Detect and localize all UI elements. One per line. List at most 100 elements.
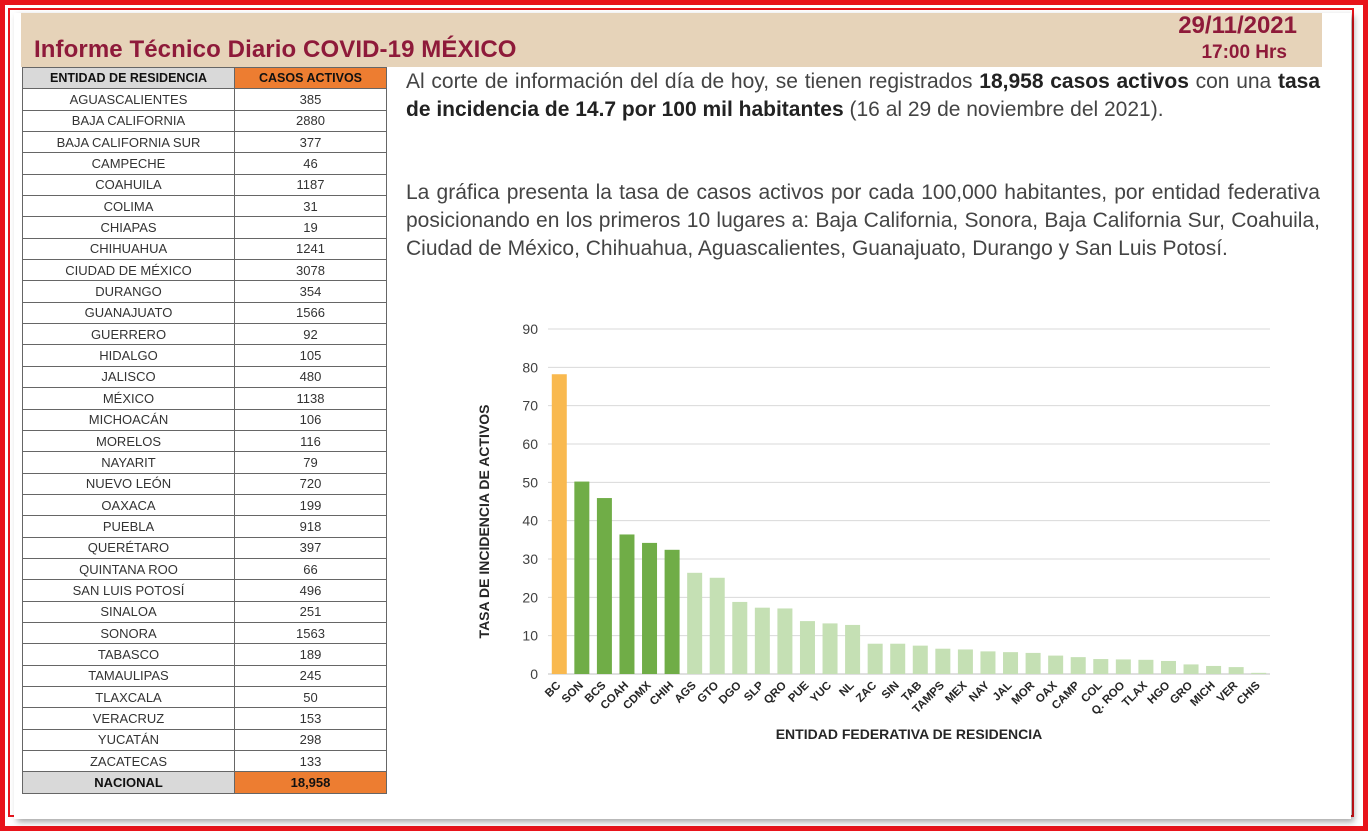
bar	[1025, 652, 1041, 674]
y-axis-label: TASA DE INCIDENCIA DE ACTIVOS	[476, 405, 492, 639]
x-tick-label: MEX	[943, 679, 969, 705]
summary-text: con una	[1188, 70, 1278, 93]
y-tick-label: 70	[522, 398, 538, 414]
incidence-bar-chart: 0102030405060708090BCSONBCSCOAHCDMXCHIHA…	[476, 321, 1270, 742]
summary-paragraph: Al corte de información del día de hoy, …	[406, 68, 1320, 124]
bar	[980, 651, 996, 674]
state-name: COLIMA	[22, 195, 235, 218]
bar	[822, 623, 838, 674]
table-row: NAYARIT 79	[22, 451, 387, 474]
state-name: VERACRUZ	[22, 707, 235, 730]
active-cases: 2880	[234, 109, 387, 133]
table-row: SAN LUIS POTOSÍ 496	[22, 579, 387, 602]
table-row: NUEVO LEÓN 720	[22, 472, 387, 495]
x-tick-label: YUC	[808, 680, 834, 706]
bar	[551, 374, 567, 674]
active-cases: 397	[234, 536, 387, 559]
state-name: QUERÉTARO	[22, 536, 235, 559]
y-tick-label: 10	[522, 628, 538, 644]
active-cases: 189	[234, 643, 387, 666]
table-row: OAXACA 199	[22, 493, 387, 517]
table-row: VERACRUZ 153	[22, 707, 387, 730]
state-name: MÉXICO	[22, 387, 235, 410]
state-name: SAN LUIS POTOSÍ	[22, 579, 235, 602]
state-name: QUINTANA ROO	[22, 557, 235, 581]
bar	[754, 607, 770, 674]
table-body: AGUASCALIENTES 385 BAJA CALIFORNIA 2880 BAJA…	[22, 88, 387, 773]
active-cases: 1138	[234, 387, 387, 410]
chart-description: La gráfica presenta la tasa de casos act…	[406, 181, 1320, 260]
table-row: YUCATÁN 298	[22, 728, 387, 752]
table-row: JALISCO 480	[22, 365, 387, 389]
active-cases: 46	[234, 152, 387, 175]
active-cases: 480	[234, 365, 387, 389]
bar	[709, 577, 725, 674]
table-row: TABASCO 189	[22, 643, 387, 666]
table-row: MORELOS 116	[22, 429, 387, 453]
table-row: QUINTANA ROO 66	[22, 557, 387, 581]
active-cases-table: ENTIDAD DE RESIDENCIA CASOS ACTIVOS AGUA…	[22, 66, 387, 794]
x-tick-label: GTO	[695, 680, 721, 706]
state-name: TABASCO	[22, 643, 235, 666]
table-row: TAMAULIPAS 245	[22, 664, 387, 687]
state-name: BAJA CALIFORNIA	[22, 109, 235, 133]
active-cases: 1187	[234, 173, 387, 197]
report-time: 17:00 Hrs	[1201, 42, 1287, 63]
state-name: MICHOACÁN	[22, 408, 235, 431]
x-tick-label: SON	[560, 680, 586, 706]
state-name: MORELOS	[22, 429, 235, 453]
state-name: NAYARIT	[22, 451, 235, 474]
state-name: DURANGO	[22, 280, 235, 303]
table-row: GUERRERO 92	[22, 323, 387, 346]
bar	[687, 572, 703, 674]
state-name: JALISCO	[22, 365, 235, 389]
x-tick-label: TLAX	[1120, 679, 1150, 709]
state-name: CHIHUAHUA	[22, 237, 235, 261]
active-cases: 354	[234, 280, 387, 303]
y-tick-label: 40	[522, 513, 538, 529]
y-tick-label: 80	[522, 359, 538, 375]
bar	[1093, 659, 1109, 674]
table-row: SINALOA 251	[22, 600, 387, 623]
header-bar	[21, 13, 1322, 67]
bar	[1206, 665, 1222, 674]
table-row: CHIHUAHUA 1241	[22, 237, 387, 261]
state-name: GUANAJUATO	[22, 301, 235, 325]
y-tick-label: 60	[522, 436, 538, 452]
table-row: MÉXICO 1138	[22, 387, 387, 410]
y-tick-label: 20	[522, 589, 538, 605]
y-tick-label: 30	[522, 551, 538, 567]
column-header-cases: CASOS ACTIVOS	[234, 66, 387, 90]
bar	[1160, 660, 1176, 674]
bar	[912, 645, 928, 674]
bar	[1183, 664, 1199, 674]
state-name: SINALOA	[22, 600, 235, 623]
state-name: SONORA	[22, 621, 235, 645]
bar	[890, 643, 906, 674]
bar	[1115, 659, 1131, 674]
x-tick-label: SIN	[880, 680, 902, 702]
table-row: CHIAPAS 19	[22, 216, 387, 239]
bar	[935, 648, 951, 674]
active-cases: 153	[234, 707, 387, 730]
x-tick-label: ZAC	[854, 680, 879, 705]
active-cases: 50	[234, 685, 387, 709]
state-name: CAMPECHE	[22, 152, 235, 175]
bar	[619, 534, 635, 674]
table-row: GUANAJUATO 1566	[22, 301, 387, 325]
column-header-state: ENTIDAD DE RESIDENCIA	[22, 66, 235, 90]
table-row: BAJA CALIFORNIA 2880	[22, 109, 387, 133]
active-cases: 199	[234, 493, 387, 517]
active-cases: 918	[234, 515, 387, 538]
summary-text: Al corte de información del día de hoy, …	[406, 70, 980, 93]
bar	[1251, 672, 1267, 674]
state-name: YUCATÁN	[22, 728, 235, 752]
state-name: OAXACA	[22, 493, 235, 517]
state-name: COAHUILA	[22, 173, 235, 197]
x-tick-label: MICH	[1188, 680, 1217, 709]
table-row: BAJA CALIFORNIA SUR 377	[22, 131, 387, 154]
summary-text: (16 al 29 de noviembre del 2021).	[843, 98, 1164, 121]
state-name: PUEBLA	[22, 515, 235, 538]
active-cases: 1241	[234, 237, 387, 261]
active-cases: 79	[234, 451, 387, 474]
